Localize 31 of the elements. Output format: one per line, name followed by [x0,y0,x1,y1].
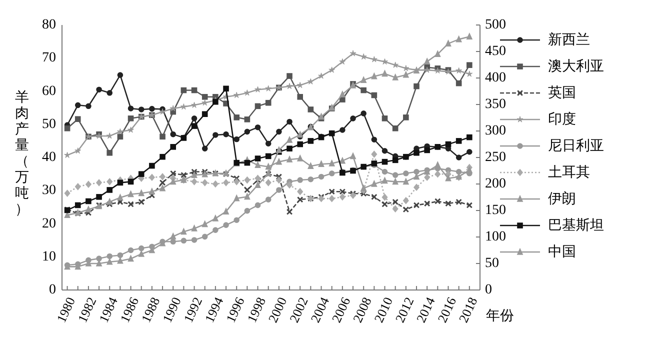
y-tick-label: 20 [42,216,56,232]
y-tick-label: 70 [42,50,56,66]
legend-label: 中国 [548,244,576,260]
legend-label: 伊朗 [548,191,576,207]
legend-label: 英国 [548,85,576,101]
y-tick-label: 80 [42,18,56,32]
legend-label: 新西兰 [548,32,590,48]
y2-tick-label: 150 [485,203,506,218]
y2-tick-label: 0 [485,282,492,298]
legend-label: 土耳其 [548,164,590,180]
y-axis-title: 羊肉产量（万吨） [15,90,29,218]
y-tick-label: 0 [49,282,56,298]
y2-tick-label: 200 [485,176,506,192]
legend-label: 尼日利亚 [548,138,604,154]
x-axis-title: 年份 [486,308,514,324]
y2-tick-label: 250 [485,150,506,165]
legend-label: 印度 [548,112,576,128]
legend-label: 巴基斯坦 [548,218,604,234]
y2-tick-label: 300 [485,124,506,138]
y-tick-label: 40 [42,150,56,165]
y2-tick-label: 450 [485,44,506,59]
y2-tick-label: 100 [485,230,506,244]
y2-tick-label: 350 [485,97,506,112]
legend-label: 澳大利亚 [548,58,604,74]
y-tick-label: 30 [42,183,56,198]
y2-tick-label: 50 [485,256,499,271]
y-tick-label: 50 [42,116,56,132]
y2-tick-label: 400 [485,70,506,86]
y-tick-label: 60 [42,84,56,99]
y2-tick-label: 500 [485,18,506,32]
y-tick-label: 10 [42,249,56,264]
